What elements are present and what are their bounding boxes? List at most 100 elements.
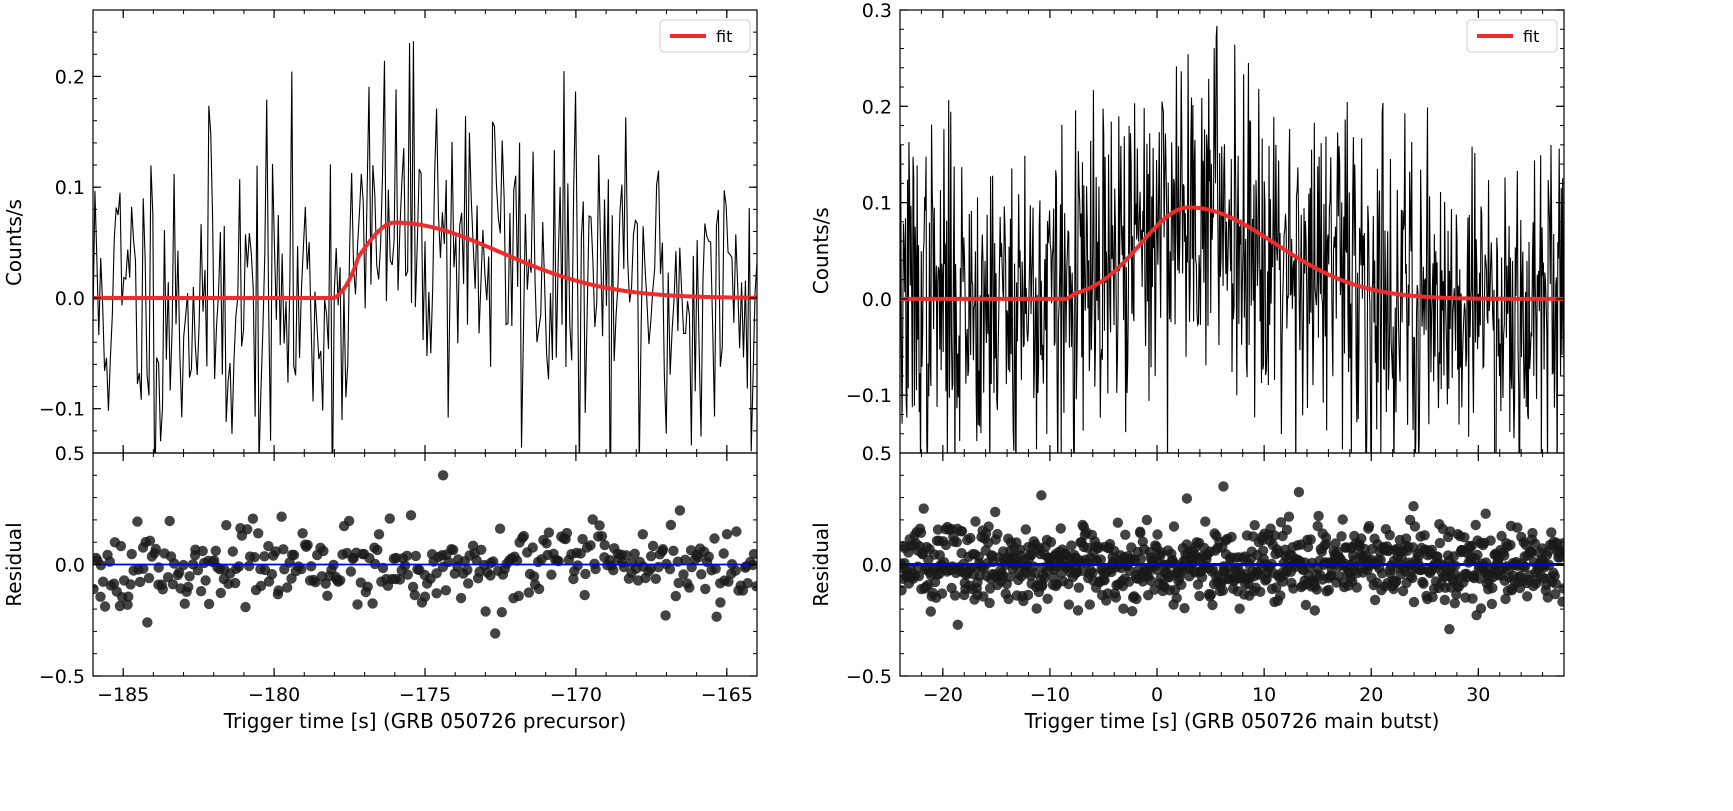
residual-point [227,546,238,557]
residual-point [1120,529,1131,540]
residual-point [1055,523,1067,534]
residual-point [696,569,707,580]
residual-point [700,583,711,595]
y-tick-label: 0.5 [862,443,892,465]
residual-point [680,554,691,565]
data-series-line [900,25,1564,453]
residual-point [1152,529,1163,540]
residual-point [1020,524,1031,535]
residual-point [1408,596,1420,608]
residual-point [657,544,669,555]
residual-point [580,568,591,580]
residual-point [409,589,420,601]
residual-point [253,528,264,539]
residual-point [1470,519,1481,531]
residual-point [1505,539,1516,551]
residual-point [244,560,255,572]
residual-point [1084,599,1096,610]
residual-point [114,600,126,612]
residual-point [480,606,491,617]
residual-point [579,589,590,601]
legend-fit-label: fit [1523,27,1539,46]
residual-point [335,575,346,586]
residual-point [1434,537,1446,549]
residual-outlier-point [142,617,153,628]
residual-point [215,587,226,599]
residual-point [164,515,175,527]
residual-point [1500,593,1511,605]
residual-point [362,581,373,592]
residual-point [125,579,136,590]
residual-point [992,528,1003,540]
residual-point [431,568,442,579]
residual-point [932,524,944,535]
residual-point [572,560,583,571]
residual-point [1196,572,1208,583]
residual-point [1419,530,1430,541]
y-axis-label-residual: Residual [2,522,26,606]
residual-point [463,578,474,589]
residual-point [913,570,925,582]
residual-point [230,577,241,589]
legend-fit-label: fit [716,27,732,46]
residual-point [1271,582,1282,593]
residual-point [1275,517,1287,528]
residual-point [247,513,259,524]
residual-point [471,555,482,566]
residual-point [541,538,552,549]
residual-point [710,563,721,574]
y-tick-label: 0.5 [55,443,85,465]
residual-point [1118,603,1129,614]
residual-point [568,573,579,585]
residual-point [192,565,204,576]
residual-point [1546,527,1557,538]
residual-point [1288,583,1299,594]
residual-point [1485,535,1496,546]
residual-point [242,524,253,535]
residual-point [1171,592,1182,604]
residual-point [126,548,137,560]
residual-point [1200,516,1211,527]
x-tick-label: 20 [1359,684,1383,706]
residual-point [703,551,714,562]
y-tick-label: 0.0 [862,555,892,577]
residual-point [1179,603,1190,614]
residual-point [990,506,1001,518]
y-tick-label: 0.2 [862,96,892,118]
residual-point [513,590,524,602]
residual-point [490,628,501,639]
residual-point [138,563,149,574]
residual-point [730,565,741,576]
left-panel: −185 −180 −175 −170 −165 Trigger time [s] (GR… [2,9,758,733]
residual-point [1407,572,1418,584]
x-axis-label: Trigger time [s] (GRB 050726 precursor) [223,709,627,733]
residual-point [1045,536,1057,548]
y-tick-label: 0.0 [55,288,85,310]
residual-point [1475,603,1487,614]
residual-point [144,535,156,546]
residual-point [546,569,557,580]
residual-point [476,544,487,555]
residual-point [233,561,245,572]
residual-point [367,598,378,609]
residual-point [1351,582,1363,593]
residual-point [596,531,608,542]
residual-point [1312,520,1323,532]
residual-point [1375,554,1386,566]
y-tick-label: 0.1 [862,193,892,215]
residual-point [1371,577,1383,588]
residual-point [1557,596,1564,607]
residual-point [1269,530,1280,541]
residual-point [748,548,757,560]
residual-point [1141,514,1153,526]
residual-point [742,578,753,589]
residual-point [1459,532,1470,543]
residual-point [157,584,168,595]
residual-point [1168,521,1180,532]
residual-point [405,510,417,521]
residual-point [590,563,601,575]
y-tick-label: −0.5 [39,666,85,688]
residual-point [647,540,659,552]
residual-point [1409,521,1421,532]
residual-point [431,588,442,599]
